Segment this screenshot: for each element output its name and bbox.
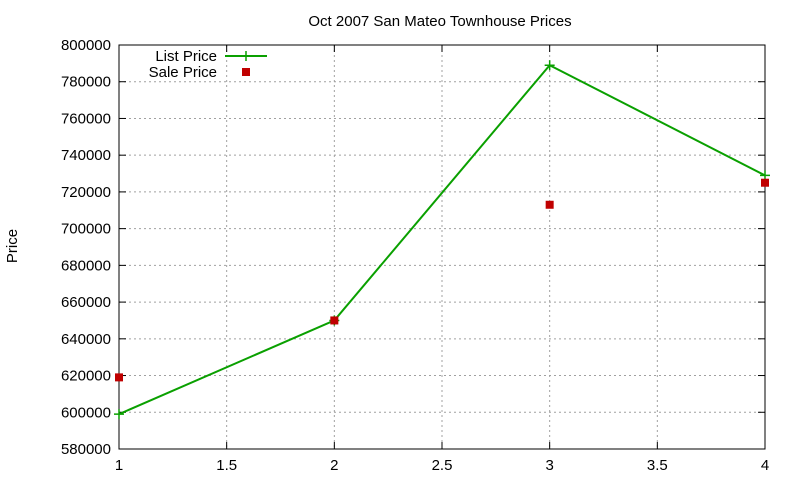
x-tick-label: 1 xyxy=(115,457,123,474)
y-tick-label: 660000 xyxy=(61,294,111,311)
y-tick-label: 680000 xyxy=(61,257,111,274)
legend-cross-swatch xyxy=(241,51,251,61)
y-axis-label: Price xyxy=(4,229,21,263)
y-tick-label: 800000 xyxy=(61,37,111,54)
y-tick-label: 600000 xyxy=(61,404,111,421)
y-tick-label: 700000 xyxy=(61,221,111,238)
data-point-square xyxy=(115,373,123,382)
data-point-square xyxy=(761,178,769,187)
x-tick-label: 1.5 xyxy=(216,457,237,474)
series-line-0 xyxy=(118,63,766,416)
x-tick-label: 4 xyxy=(761,457,769,474)
data-point-cross xyxy=(114,409,124,420)
plot-frame xyxy=(118,44,766,450)
data-point-square xyxy=(545,200,554,209)
y-tick-label: 780000 xyxy=(61,74,111,91)
x-tick-label: 2.5 xyxy=(432,457,453,474)
grid xyxy=(119,45,765,449)
legend-label: List Price xyxy=(155,48,217,65)
legend-square-swatch xyxy=(242,68,250,76)
y-tick-label: 760000 xyxy=(61,110,111,127)
series-layer xyxy=(114,60,770,420)
y-tick-label: 640000 xyxy=(61,331,111,348)
y-tick-label: 740000 xyxy=(61,147,111,164)
y-tick-label: 580000 xyxy=(61,441,111,458)
y-tick-label: 620000 xyxy=(61,368,111,385)
data-point-square xyxy=(330,316,339,325)
y-tick-label: 720000 xyxy=(61,184,111,201)
chart-title: Oct 2007 San Mateo Townhouse Prices xyxy=(308,13,571,30)
x-tick-label: 3 xyxy=(545,457,553,474)
legend-label: Sale Price xyxy=(149,64,217,81)
x-tick-label: 3.5 xyxy=(647,457,668,474)
ticks: 580000 600000 620000 640000 660000 680000 7000… xyxy=(61,37,769,474)
data-point-cross xyxy=(544,60,555,71)
data-point-cross xyxy=(760,170,770,181)
x-tick-label: 2 xyxy=(330,457,338,474)
